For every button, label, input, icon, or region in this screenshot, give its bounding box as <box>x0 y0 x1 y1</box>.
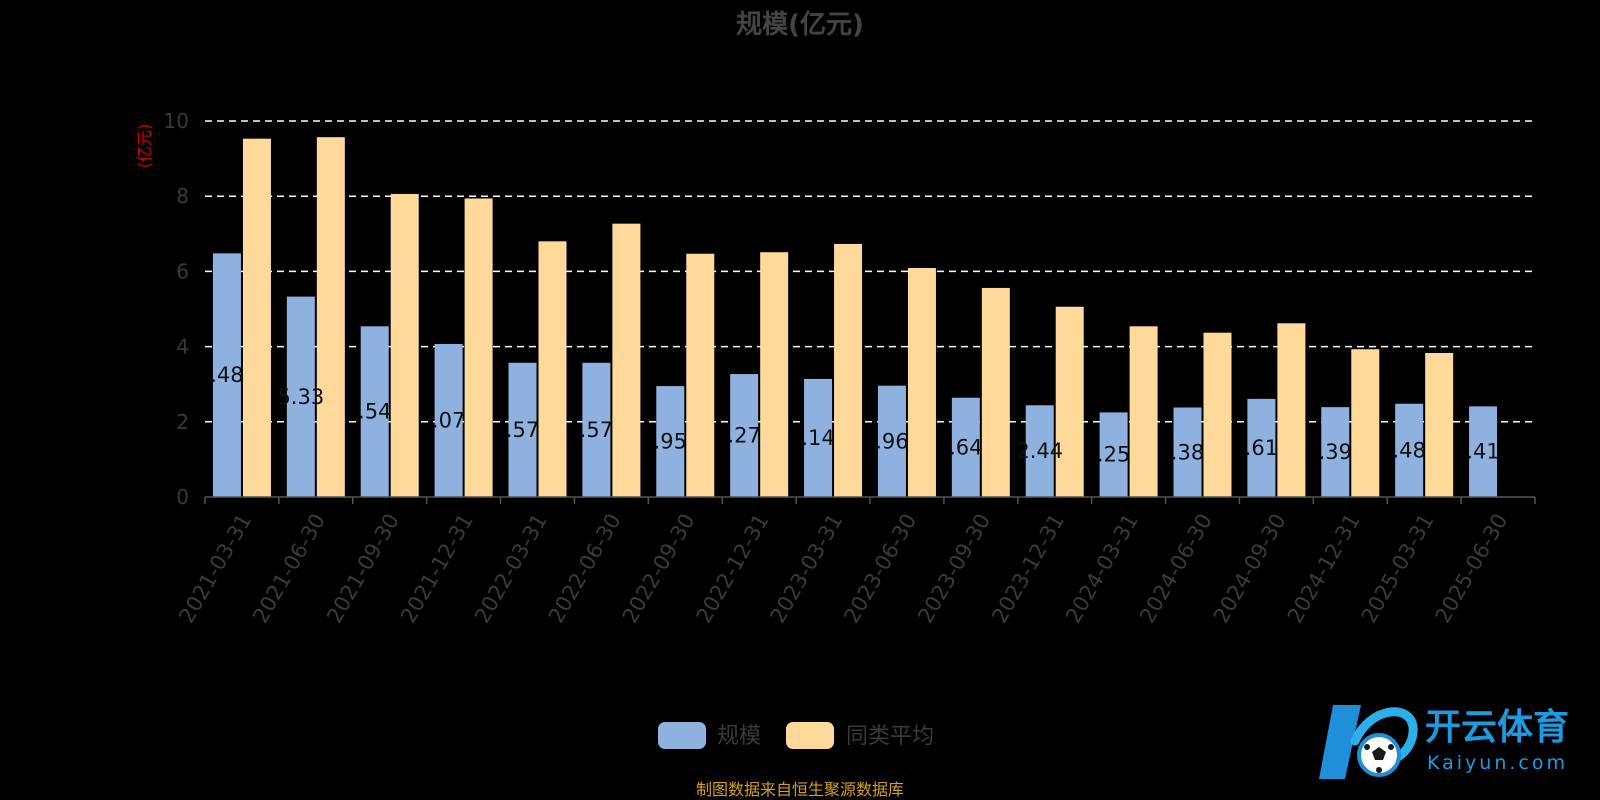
kaiyun-logo-watermark: 开云体育 Kaiyun.com <box>1319 705 1569 779</box>
bar-peer-average[interactable] <box>1277 323 1306 497</box>
y-tick-label: 8 <box>176 184 189 208</box>
bar-scale[interactable] <box>1321 407 1350 497</box>
bar-scale[interactable] <box>951 397 980 497</box>
bars <box>212 137 1498 497</box>
legend-label-peer-average: 同类平均 <box>846 724 934 749</box>
bar-peer-average[interactable] <box>1203 332 1232 497</box>
kaiyun-soccer-ball-logo-icon <box>1319 705 1418 779</box>
bar-value-label: 5.33 <box>277 385 324 409</box>
x-tick-label: 2022-12-31 <box>692 510 774 628</box>
data-source-note: 制图数据来自恒生聚源数据库 <box>696 780 904 799</box>
y-tick-label: 6 <box>176 259 189 283</box>
bar-scale[interactable] <box>730 374 759 497</box>
x-tick-label: 2024-03-31 <box>1061 510 1143 628</box>
bar-peer-average[interactable] <box>538 241 567 497</box>
x-tick-label: 2021-12-31 <box>396 510 478 628</box>
watermark-name-cn: 开云体育 <box>1425 707 1569 748</box>
x-tick-label: 2025-03-31 <box>1357 510 1439 628</box>
x-tick-label: 2024-12-31 <box>1283 510 1365 628</box>
bar-value-label: .95 <box>654 430 687 454</box>
y-tick-label: 2 <box>176 410 189 434</box>
legend-swatch-peer-average <box>786 722 834 749</box>
bar-peer-average[interactable] <box>1129 326 1158 497</box>
bar-value-label: .64 <box>949 435 982 459</box>
y-tick-label: 0 <box>176 485 189 509</box>
bar-scale[interactable] <box>1247 398 1276 497</box>
x-tick-label: 2023-12-31 <box>987 510 1069 628</box>
bar-scale[interactable] <box>804 378 833 497</box>
bar-scale[interactable] <box>212 253 241 497</box>
bar-value-label: .54 <box>358 400 391 424</box>
legend[interactable]: 规模 同类平均 <box>658 722 934 749</box>
bar-peer-average[interactable] <box>981 287 1010 497</box>
bar-labels: .48 5.33 .54 .07 .57 .57 .95 .27 .14 .96 .64 2.44 .2… <box>210 363 1500 467</box>
y-axis-label: (亿元) <box>135 124 154 169</box>
bar-peer-average[interactable] <box>390 193 419 497</box>
bar-peer-average[interactable] <box>612 223 641 497</box>
bar-scale[interactable] <box>360 326 389 497</box>
bar-peer-average[interactable] <box>242 138 271 497</box>
bar-value-label: .57 <box>580 418 613 442</box>
bar-value-label: .48 <box>210 363 243 387</box>
bar-peer-average[interactable] <box>1351 349 1380 497</box>
bar-scale[interactable] <box>1099 412 1128 497</box>
legend-item-peer-average[interactable]: 同类平均 <box>786 722 934 749</box>
legend-label-scale: 规模 <box>717 724 761 749</box>
bar-scale[interactable] <box>1025 405 1054 497</box>
bar-scale[interactable] <box>1173 407 1202 497</box>
bar-value-label: .38 <box>1171 440 1204 464</box>
bar-value-label: .14 <box>801 426 834 450</box>
y-tick-label: 10 <box>164 109 189 133</box>
legend-item-scale[interactable]: 规模 <box>658 722 761 749</box>
bar-value-label: .57 <box>506 418 539 442</box>
bar-peer-average[interactable] <box>760 252 789 497</box>
bar-value-label: .48 <box>1392 438 1425 462</box>
legend-swatch-scale <box>658 722 706 749</box>
bar-scale[interactable] <box>434 343 463 497</box>
watermark-name-en: Kaiyun.com <box>1427 752 1568 774</box>
chart-title: 规模(亿元) <box>736 10 864 40</box>
x-axis-ticks: 2021-03-312021-06-302021-09-302021-12-31… <box>174 510 1512 628</box>
x-tick-label: 2025-06-30 <box>1431 510 1513 628</box>
x-tick-label: 2023-03-31 <box>766 510 848 628</box>
bar-scale[interactable] <box>286 296 315 497</box>
x-tick-label: 2023-06-30 <box>839 510 921 628</box>
x-tick-label: 2022-06-30 <box>544 510 626 628</box>
x-tick-label: 2022-03-31 <box>470 510 552 628</box>
bar-value-label: .25 <box>1097 443 1130 467</box>
bar-scale[interactable] <box>1395 403 1424 497</box>
x-tick-label: 2024-09-30 <box>1209 510 1291 628</box>
bar-value-label: .07 <box>432 408 465 432</box>
x-tick-label: 2022-09-30 <box>618 510 700 628</box>
bar-scale[interactable] <box>1469 406 1498 497</box>
bar-peer-average[interactable] <box>1055 306 1084 497</box>
bar-value-label: .27 <box>727 424 760 448</box>
bar-scale[interactable] <box>877 385 906 497</box>
bar-peer-average[interactable] <box>686 253 715 497</box>
x-tick-label: 2021-06-30 <box>248 510 330 628</box>
bar-peer-average[interactable] <box>907 268 936 497</box>
bar-scale[interactable] <box>508 362 537 497</box>
bar-peer-average[interactable] <box>316 137 345 497</box>
x-tick-label: 2024-06-30 <box>1135 510 1217 628</box>
x-tick-label: 2021-09-30 <box>322 510 404 628</box>
x-tick-label: 2023-09-30 <box>913 510 995 628</box>
bar-peer-average[interactable] <box>464 198 493 497</box>
bar-scale[interactable] <box>582 362 611 497</box>
bar-value-label: .61 <box>1245 436 1278 460</box>
bar-peer-average[interactable] <box>1425 352 1454 497</box>
x-axis <box>204 496 1536 504</box>
y-axis-ticks: 0 2 4 6 8 10 <box>164 109 189 509</box>
bar-value-label: .96 <box>875 429 908 453</box>
y-tick-label: 4 <box>176 335 189 359</box>
bar-peer-average[interactable] <box>834 243 863 497</box>
bar-value-label: .41 <box>1466 440 1499 464</box>
bar-value-label: 2.44 <box>1016 439 1063 463</box>
bar-value-label: .39 <box>1319 440 1352 464</box>
bar-scale[interactable] <box>656 386 685 497</box>
x-tick-label: 2021-03-31 <box>174 510 256 628</box>
grid-lines <box>205 120 1535 423</box>
